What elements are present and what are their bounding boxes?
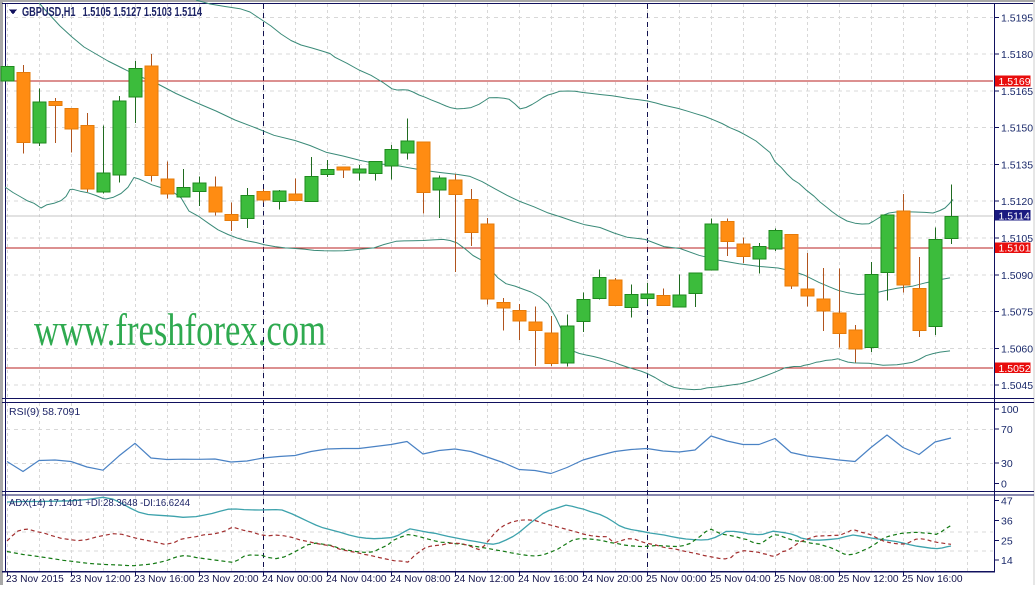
svg-text:GBPUSD,H1 1.5105 1.5127 1.510: GBPUSD,H1 1.5105 1.5127 1.5103 1.5114	[22, 5, 202, 19]
svg-text:100: 100	[1001, 404, 1019, 416]
svg-text:24 Nov 00:00: 24 Nov 00:00	[262, 574, 323, 585]
svg-text:23 Nov 12:00: 23 Nov 12:00	[70, 574, 131, 585]
svg-text:1.5120: 1.5120	[1001, 196, 1033, 208]
svg-text:36: 36	[1001, 516, 1013, 528]
svg-text:1.5180: 1.5180	[1001, 49, 1033, 61]
svg-text:23 Nov 16:00: 23 Nov 16:00	[134, 574, 195, 585]
svg-text:1.5060: 1.5060	[1001, 343, 1033, 355]
svg-text:23 Nov 2015: 23 Nov 2015	[6, 574, 64, 585]
svg-text:1.5101: 1.5101	[999, 243, 1031, 255]
svg-text:14: 14	[1001, 555, 1013, 567]
svg-text:24 Nov 16:00: 24 Nov 16:00	[518, 574, 579, 585]
svg-text:23 Nov 20:00: 23 Nov 20:00	[198, 574, 259, 585]
svg-text:25 Nov 16:00: 25 Nov 16:00	[902, 574, 963, 585]
svg-text:1.5045: 1.5045	[1001, 380, 1033, 392]
svg-text:24 Nov 04:00: 24 Nov 04:00	[326, 574, 387, 585]
svg-text:25: 25	[1001, 536, 1013, 548]
svg-text:25 Nov 00:00: 25 Nov 00:00	[646, 574, 707, 585]
svg-text:1.5165: 1.5165	[1001, 86, 1033, 98]
svg-text:70: 70	[1001, 424, 1013, 436]
svg-text:47: 47	[1001, 496, 1013, 508]
svg-text:1.5169: 1.5169	[999, 76, 1031, 88]
svg-text:1.5114: 1.5114	[999, 210, 1030, 222]
svg-text:1.5195: 1.5195	[1001, 12, 1033, 24]
svg-text:1.5090: 1.5090	[1001, 270, 1033, 282]
svg-text:24 Nov 20:00: 24 Nov 20:00	[582, 574, 643, 585]
svg-text:24 Nov 12:00: 24 Nov 12:00	[454, 574, 515, 585]
svg-text:ADX(14) 17.1401 +DI:28.3648 -D: ADX(14) 17.1401 +DI:28.3648 -DI:16.6244	[9, 497, 190, 509]
svg-text:1.5052: 1.5052	[999, 363, 1031, 375]
svg-text:25 Nov 08:00: 25 Nov 08:00	[774, 574, 835, 585]
svg-text:1.5150: 1.5150	[1001, 123, 1033, 135]
svg-text:0: 0	[1001, 479, 1007, 491]
svg-text:24 Nov 08:00: 24 Nov 08:00	[390, 574, 451, 585]
svg-text:25 Nov 12:00: 25 Nov 12:00	[838, 574, 899, 585]
svg-text:25 Nov 04:00: 25 Nov 04:00	[710, 574, 771, 585]
svg-text:www.freshforex.com: www.freshforex.com	[34, 305, 326, 355]
svg-text:RSI(9) 58.7091: RSI(9) 58.7091	[9, 406, 80, 418]
svg-text:1.5105: 1.5105	[1001, 233, 1033, 245]
svg-text:1.5135: 1.5135	[1001, 159, 1033, 171]
svg-text:1.5075: 1.5075	[1001, 307, 1033, 319]
svg-text:30: 30	[1001, 458, 1013, 470]
